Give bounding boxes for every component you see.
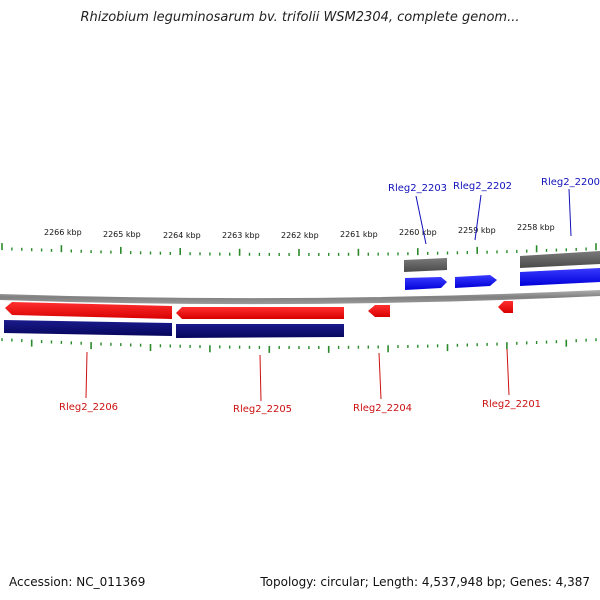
gene-arrow-rleg2-2200[interactable] xyxy=(520,268,600,286)
scale-label-2265: 2265 kbp xyxy=(103,230,141,239)
cds-bar-rleg2-2203[interactable] xyxy=(404,258,447,272)
gene-label-rleg2-2206[interactable]: Rleg2_2206 xyxy=(59,402,118,413)
scale-label-2260: 2260 kbp xyxy=(399,228,437,237)
scale-label-2259: 2259 kbp xyxy=(458,226,496,235)
gene-label-rleg2-2202[interactable]: Rleg2_2202 xyxy=(453,181,512,192)
gene-callout-lines xyxy=(85,188,572,402)
gene-label-rleg2-2204[interactable]: Rleg2_2204 xyxy=(353,403,412,414)
gene-arrow-rleg2-2206[interactable] xyxy=(5,302,172,319)
gene-arrow-rleg2-2203[interactable] xyxy=(405,277,447,290)
scale-label-2266: 2266 kbp xyxy=(44,228,82,237)
gene-label-rleg2-2203[interactable]: Rleg2_2203 xyxy=(388,183,447,194)
gene-arrow-rleg2-2201[interactable] xyxy=(498,301,513,313)
scale-label-2262: 2262 kbp xyxy=(281,231,319,240)
inner-scale-ticks xyxy=(1,338,597,353)
gene-label-rleg2-2200[interactable]: Rleg2_2200 xyxy=(541,177,600,188)
gene-arrow-rleg2-2202[interactable] xyxy=(455,275,497,288)
scale-label-2258: 2258 kbp xyxy=(517,223,555,232)
cds-bar-rleg2-2200[interactable] xyxy=(520,251,600,268)
gene-arrow-rleg2-2205[interactable] xyxy=(176,307,344,319)
scale-label-2263: 2263 kbp xyxy=(222,231,260,240)
cds-bar-rleg2-2206[interactable] xyxy=(4,320,172,336)
gene-label-rleg2-2201[interactable]: Rleg2_2201 xyxy=(482,399,541,410)
scale-label-2261: 2261 kbp xyxy=(340,230,378,239)
gene-labels: Rleg2_2203 Rleg2_2202 Rleg2_2200 Rleg2_2… xyxy=(59,177,600,415)
gene-label-rleg2-2205[interactable]: Rleg2_2205 xyxy=(233,404,292,415)
genome-backbone xyxy=(0,290,600,305)
scale-label-2264: 2264 kbp xyxy=(163,231,201,240)
reverse-strand-features xyxy=(4,301,513,338)
accession-label: Accession: NC_011369 xyxy=(9,575,146,589)
forward-strand-features xyxy=(404,251,600,290)
map-title: Rhizobium leguminosarum bv. trifolii WSM… xyxy=(80,10,520,25)
genome-summary: Topology: circular; Length: 4,537,948 bp… xyxy=(260,575,590,589)
outer-scale-ticks xyxy=(1,243,597,256)
cds-bar-rleg2-2205[interactable] xyxy=(176,324,344,338)
scale-labels: 2266 kbp 2265 kbp 2264 kbp 2263 kbp 2262… xyxy=(44,223,555,240)
gene-arrow-rleg2-2204[interactable] xyxy=(368,305,390,317)
